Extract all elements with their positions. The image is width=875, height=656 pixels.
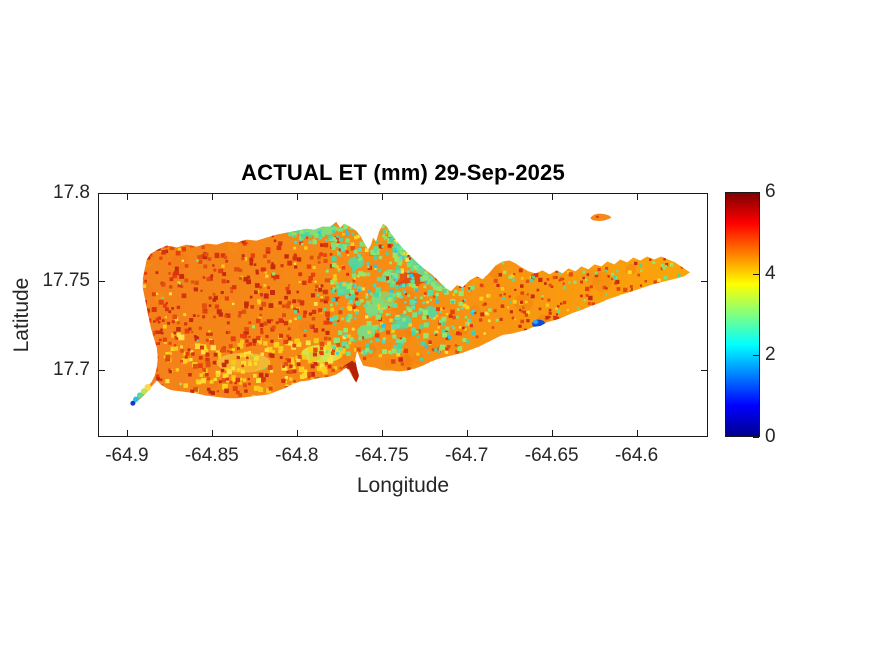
x-tick xyxy=(381,430,383,436)
green-blob xyxy=(421,306,438,318)
x-axis-label: Longitude xyxy=(356,474,450,497)
y-tick xyxy=(701,369,707,371)
x-tick xyxy=(636,194,638,200)
y-tick xyxy=(99,281,105,283)
colorbar-tick xyxy=(753,437,759,438)
x-tick-label: -64.6 xyxy=(614,445,659,466)
colorbar-tick-label: 2 xyxy=(765,344,776,366)
x-tick xyxy=(126,430,128,436)
x-tick xyxy=(551,430,553,436)
x-tick xyxy=(126,194,128,200)
x-tick xyxy=(466,194,468,200)
offshore-cay-red-dot xyxy=(595,215,599,219)
dark-red-spike xyxy=(340,360,362,384)
x-tick-label: -64.75 xyxy=(354,445,409,466)
x-tick xyxy=(211,194,213,200)
x-tick-label: -64.9 xyxy=(105,445,149,466)
green-blob xyxy=(408,245,423,256)
y-tick-label: 17.8 xyxy=(53,182,90,203)
y-tick xyxy=(99,369,105,371)
island-map xyxy=(130,213,691,406)
plot-title: ACTUAL ET (mm) 29-Sep-2025 xyxy=(241,160,565,185)
x-tick-label: -64.85 xyxy=(184,445,239,466)
spit-gradient-dot xyxy=(133,396,139,403)
y-tick xyxy=(701,193,707,194)
y-tick xyxy=(99,193,105,194)
x-tick xyxy=(381,194,383,200)
colorbar-tick-label: 4 xyxy=(765,262,776,284)
colorbar-tick xyxy=(753,192,759,193)
x-tick xyxy=(551,194,553,200)
colorbar-tick-label: 6 xyxy=(765,181,776,202)
green-blob xyxy=(365,304,380,316)
x-tick-label: -64.65 xyxy=(524,445,579,466)
offshore-cay xyxy=(590,213,612,221)
spit-tip-blue-dot xyxy=(130,400,136,406)
green-blob xyxy=(357,324,376,339)
x-tick-label: -64.7 xyxy=(445,445,489,466)
spit-gradient-dot xyxy=(136,392,143,399)
colorbar-tick-label: 0 xyxy=(765,426,776,447)
spit-gradient-dot xyxy=(144,384,152,391)
y-tick xyxy=(701,281,707,283)
x-tick xyxy=(211,430,213,436)
colorbar-tick xyxy=(753,355,759,357)
spit-gradient-dot xyxy=(140,388,147,395)
colorbar xyxy=(725,192,760,437)
x-tick xyxy=(296,194,298,200)
blue-low-et-spot-highlight xyxy=(532,319,539,324)
x-tick-label: -64.8 xyxy=(275,445,319,466)
x-tick xyxy=(636,430,638,436)
y-tick-label: 17.7 xyxy=(53,358,90,380)
x-tick xyxy=(466,430,468,436)
plot-area xyxy=(98,193,708,437)
y-tick-label: 17.75 xyxy=(42,270,90,292)
colorbar-tick xyxy=(753,273,759,275)
x-tick xyxy=(296,430,298,436)
